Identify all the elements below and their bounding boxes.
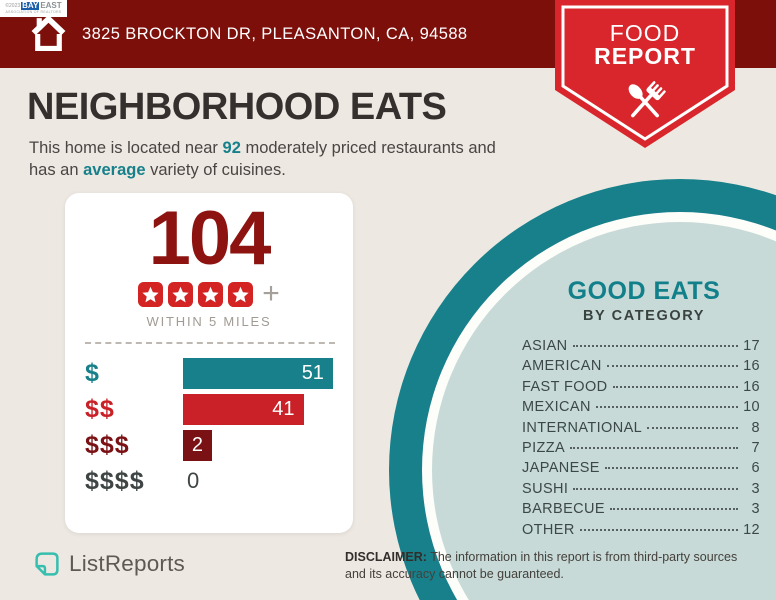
dotted-leader (609, 508, 738, 511)
good-eats-title: GOOD EATS (567, 277, 721, 305)
bayeast-logo-east: EAST (40, 1, 62, 11)
intro-line2: has an (29, 161, 84, 180)
intro-line2-cont: variety of cuisines. (145, 161, 286, 180)
restaurant-summary-card: 104 (65, 193, 353, 533)
category-row: OTHER 12 (522, 522, 760, 542)
listreports-icon (35, 552, 59, 576)
bayeast-tagline: ASSOCIATION OF REALTORS (5, 10, 62, 15)
star-icon (198, 281, 224, 307)
dotted-leader (604, 467, 738, 470)
category-label: INTERNATIONAL (522, 419, 643, 436)
restaurant-count-highlight: 92 (222, 139, 241, 157)
price-tier-label: $$$ (85, 430, 130, 459)
category-row: PIZZA 7 (522, 440, 760, 460)
dotted-leader (595, 406, 738, 409)
category-row: ASIAN 17 (522, 338, 760, 358)
dotted-leader (570, 446, 738, 449)
category-label: AMERICAN (522, 358, 602, 375)
price-tier-row: $ 51 (85, 355, 353, 391)
category-count: 8 (751, 419, 760, 436)
bayeast-logo-bay: BAY (21, 1, 40, 11)
star-icon (228, 281, 254, 307)
property-address: 3825 BROCKTON DR, PLEASANTON, CA, 94588 (82, 24, 468, 43)
radius-label: WITHIN 5 MILES (146, 314, 272, 329)
price-tier-row: $$$ 2 (85, 427, 353, 463)
listreports-wordmark: ListReports (69, 551, 185, 576)
category-row: SUSHI 3 (522, 481, 760, 501)
disclaimer-body: The information in this report is from t… (345, 550, 738, 581)
good-eats-panel: GOOD EATS BY CATEGORY ASIAN 17 AMERICAN … (510, 277, 766, 542)
category-label: SUSHI (522, 480, 569, 497)
price-tier-row: $$ 41 (85, 391, 353, 427)
dashed-divider (85, 342, 335, 344)
price-tier-row: $$$$ 0 (85, 463, 353, 499)
category-label: MEXICAN (522, 399, 591, 416)
category-count: 17 (743, 338, 760, 354)
price-tier-bar: 51 (183, 357, 333, 389)
variety-highlight: average (83, 161, 146, 180)
price-tier-label: $$ (85, 394, 115, 423)
price-tier-value: 2 (191, 433, 203, 456)
category-label: ASIAN (522, 338, 568, 354)
category-count: 12 (743, 521, 760, 538)
star-icon (168, 281, 194, 307)
disclaimer-text: DISCLAIMER: The information in this repo… (345, 549, 759, 583)
category-count: 7 (751, 439, 760, 456)
dotted-leader (612, 385, 738, 388)
star-icon (138, 281, 164, 307)
category-row: JAPANESE 6 (522, 460, 760, 480)
category-label: FAST FOOD (522, 378, 608, 395)
category-count: 3 (751, 480, 760, 497)
price-tier-value: 41 (272, 397, 295, 420)
category-list: ASIAN 17 AMERICAN 16 FAST FOOD 16 (522, 338, 760, 542)
home-icon (30, 13, 67, 56)
category-label: PIZZA (522, 439, 566, 456)
total-restaurant-count: 104 (148, 196, 272, 281)
category-count: 10 (743, 399, 760, 416)
price-tier-value: 51 (301, 361, 324, 384)
badge-line1: FOOD (610, 20, 680, 46)
intro-line1: This home is located near (29, 139, 223, 157)
dotted-leader (606, 365, 738, 368)
dotted-leader (579, 528, 738, 531)
category-circle-ring (389, 179, 776, 600)
category-row: FAST FOOD 16 (522, 379, 760, 399)
category-label: BARBECUE (522, 501, 605, 518)
category-label: OTHER (522, 521, 575, 538)
good-eats-subtitle: BY CATEGORY (582, 308, 706, 324)
page-title: NEIGHBORHOOD EATS (27, 86, 447, 128)
category-row: INTERNATIONAL 8 (522, 420, 760, 440)
category-count: 16 (743, 378, 760, 395)
price-tier-label: $$$$ (85, 466, 145, 495)
food-report-badge: FOOD REPORT (555, 0, 735, 152)
badge-line2: REPORT (594, 43, 696, 69)
price-tier-bar-chart: $ 51 $$ 41 $$$ 2 (65, 355, 353, 499)
crossed-utensils-icon (628, 81, 666, 118)
category-row: MEXICAN 10 (522, 399, 760, 419)
bayeast-logo: ©2023 BAY EAST ASSOCIATION OF REALTORS (0, 0, 67, 17)
category-row: BARBECUE 3 (522, 501, 760, 521)
dotted-leader (573, 487, 738, 490)
disclaimer-label: DISCLAIMER: (345, 550, 427, 564)
category-count: 6 (751, 460, 760, 477)
price-tier-bar: 0 (183, 466, 199, 497)
dotted-leader (572, 345, 738, 347)
category-row: AMERICAN 16 (522, 358, 760, 378)
price-tier-label: $ (85, 358, 100, 387)
intro-text: This home is located near 92 moderately … (29, 137, 496, 182)
intro-line1-cont: moderately priced restaurants and (240, 139, 496, 157)
copyright-text: ©2023 (5, 2, 21, 9)
category-count: 3 (751, 501, 760, 518)
category-count: 16 (743, 358, 760, 375)
price-tier-bar: 41 (183, 393, 304, 425)
price-tier-value: 0 (187, 468, 200, 493)
plus-icon: + (262, 277, 280, 310)
star-rating: + (65, 277, 353, 310)
listreports-logo: ListReports (33, 550, 185, 578)
dotted-leader (647, 426, 738, 429)
category-label: JAPANESE (522, 460, 600, 477)
price-tier-bar: 2 (183, 429, 212, 461)
